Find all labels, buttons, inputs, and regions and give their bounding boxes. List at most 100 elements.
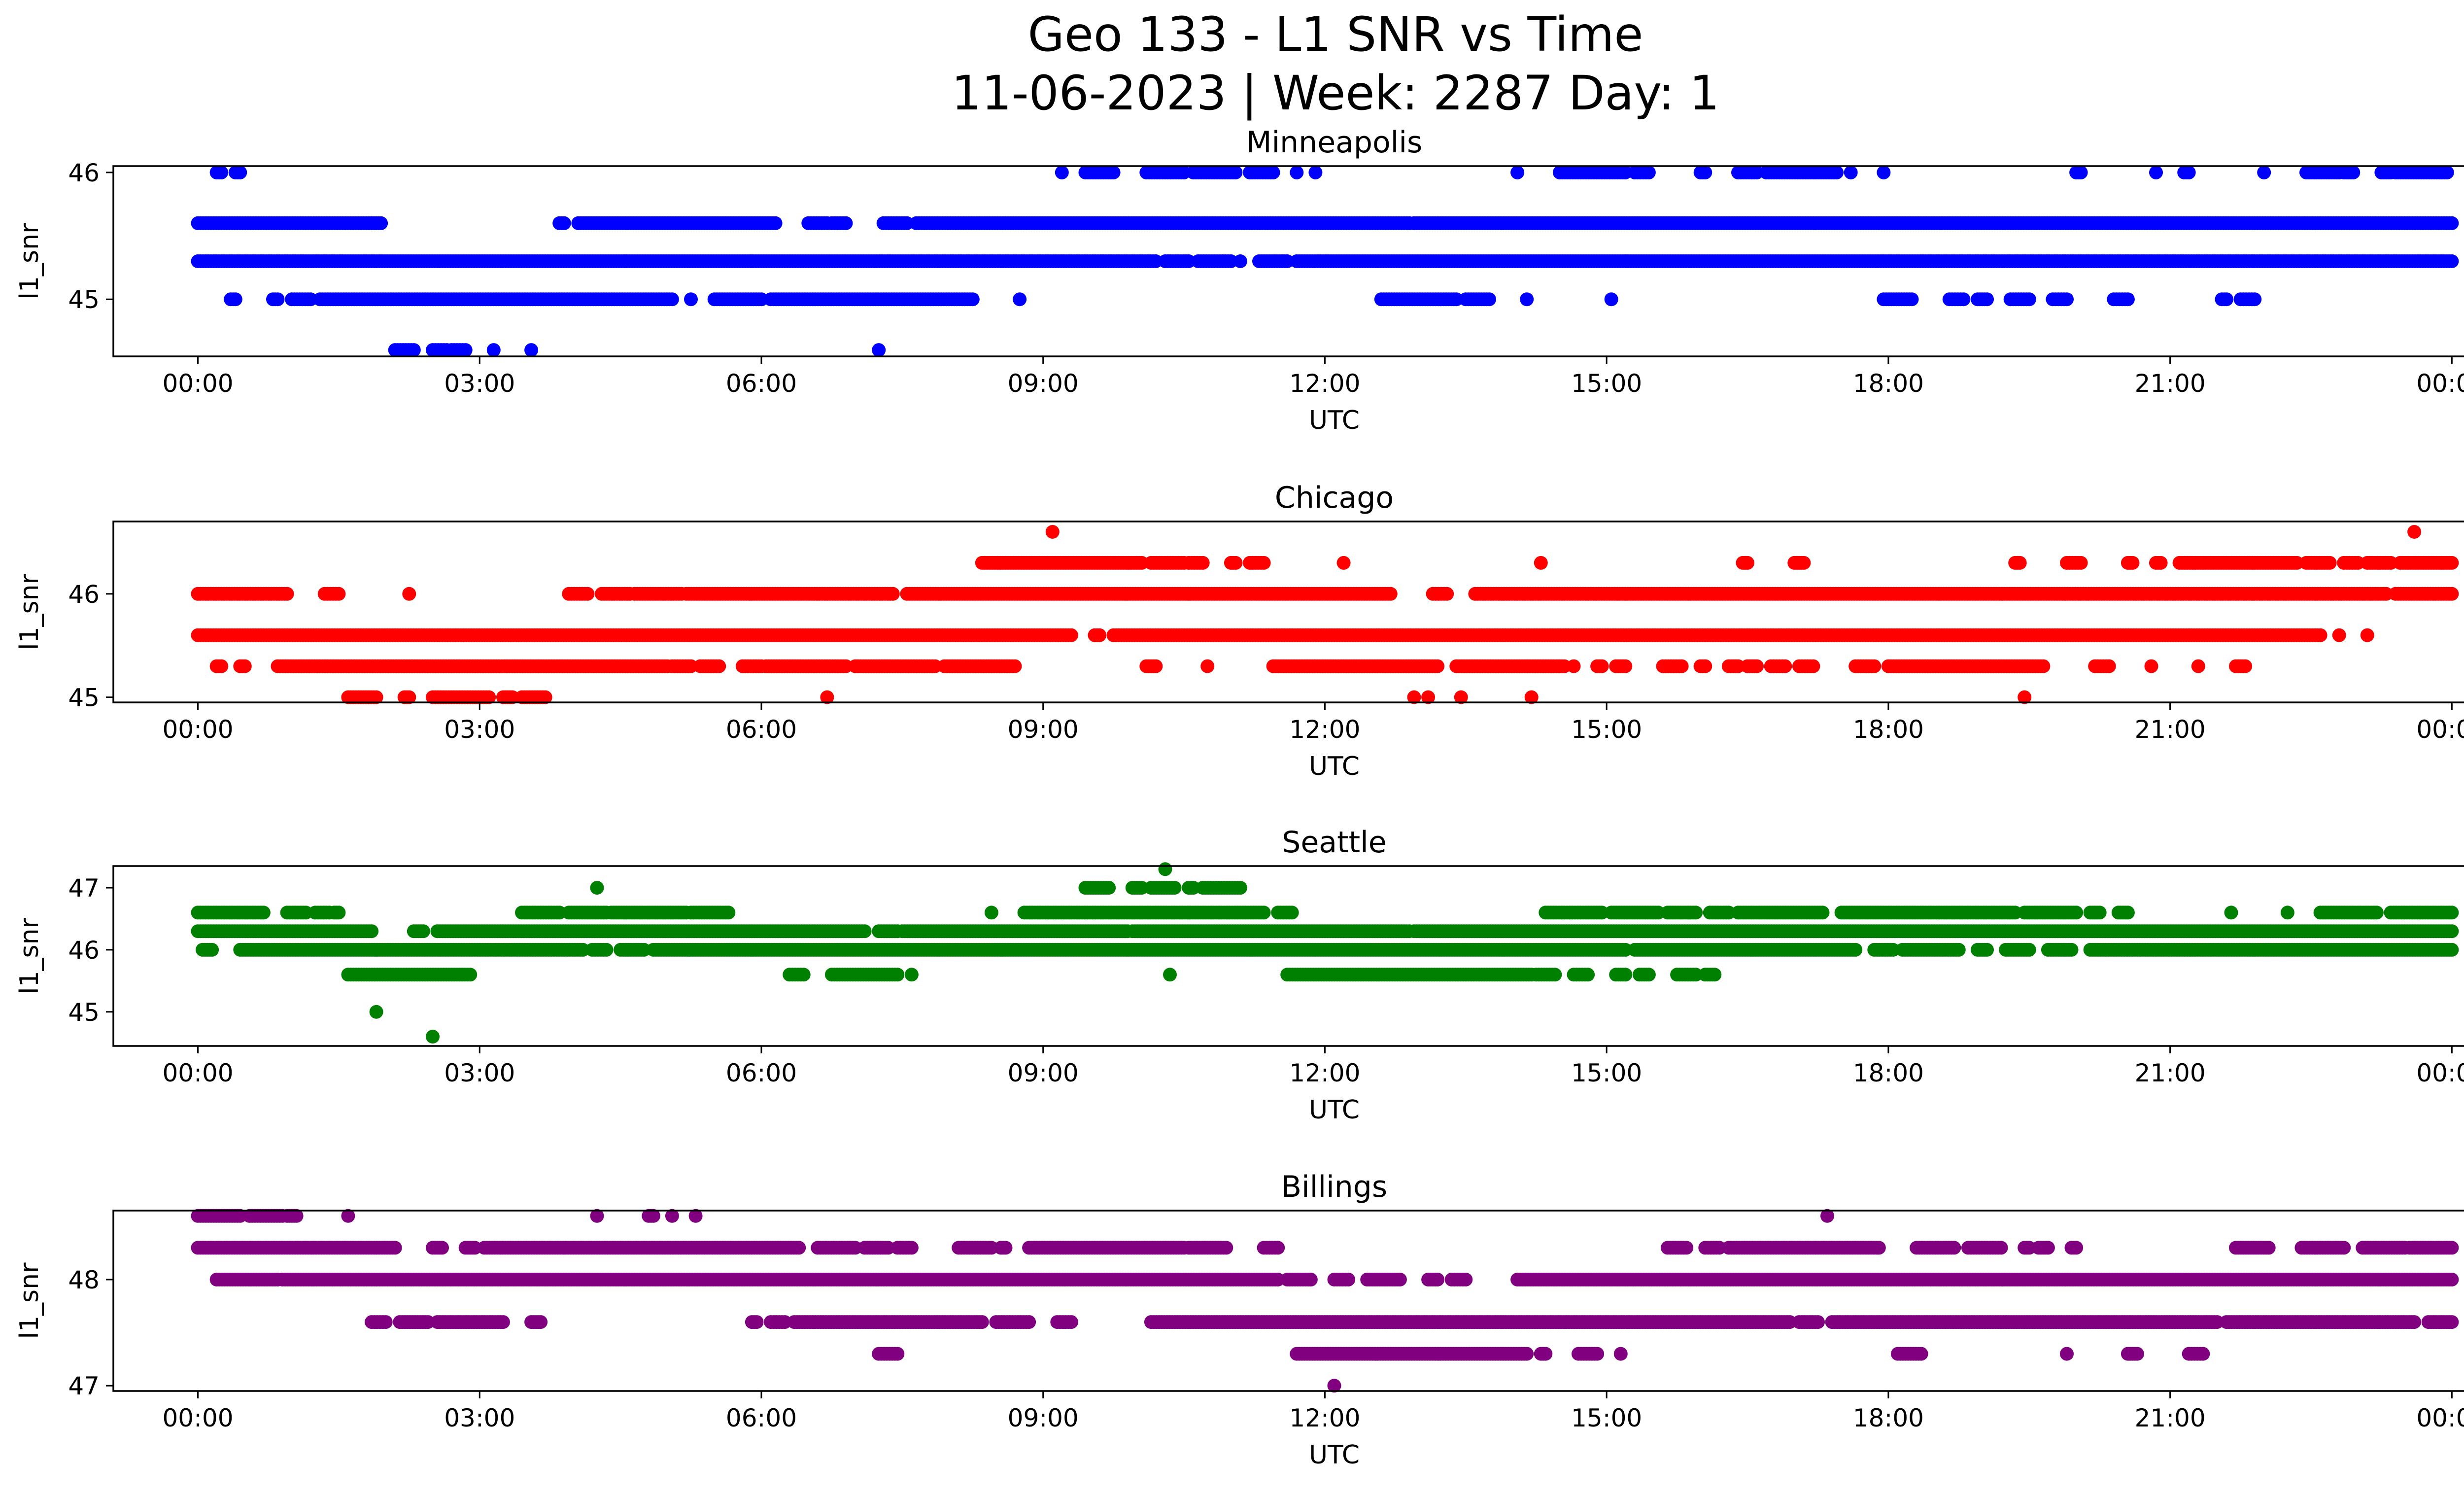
x-tick-label: 06:00 — [726, 369, 797, 398]
data-point — [402, 587, 416, 601]
data-point — [2360, 628, 2374, 642]
data-points — [191, 525, 2459, 704]
x-axis-label: UTC — [1309, 406, 1360, 435]
data-point — [1431, 659, 1445, 673]
data-point — [1149, 659, 1163, 673]
data-point — [1797, 556, 1811, 570]
data-point — [581, 587, 595, 601]
data-point — [768, 216, 783, 230]
data-point — [2332, 628, 2346, 642]
y-tick-label: 45 — [68, 684, 100, 712]
data-point — [684, 292, 698, 307]
x-tick-label: 21:00 — [2135, 369, 2206, 398]
data-point — [1844, 165, 1858, 179]
data-point — [1229, 556, 1243, 570]
data-point — [1877, 165, 1891, 179]
data-point — [1440, 587, 1454, 601]
data-point — [280, 587, 294, 601]
figure-title-line2: 11-06-2023 | Week: 2287 Day: 1 — [952, 66, 1720, 121]
data-point — [1383, 587, 1398, 601]
data-point — [1698, 659, 1712, 673]
data-point — [2060, 292, 2074, 307]
x-tick-label: 21:00 — [2135, 715, 2206, 744]
x-tick-label: 12:00 — [1289, 369, 1360, 398]
data-point — [857, 924, 872, 939]
data-point — [1956, 292, 1971, 307]
data-point — [1045, 525, 1060, 539]
data-point — [2036, 659, 2051, 673]
data-point — [1567, 659, 1581, 673]
x-tick-label: 03:00 — [444, 369, 515, 398]
data-point — [1750, 659, 1764, 673]
data-point — [1675, 659, 1689, 673]
data-point — [2323, 556, 2337, 570]
data-point — [2022, 292, 2036, 307]
data-point — [2191, 659, 2205, 673]
data-point — [2248, 292, 2262, 307]
data-point — [2125, 556, 2140, 570]
data-point — [1196, 556, 1210, 570]
x-tick-label: 00:00 — [2416, 715, 2464, 744]
data-point — [1064, 628, 1078, 642]
data-point — [233, 165, 247, 179]
data-point — [2074, 165, 2088, 179]
data-points — [191, 165, 2459, 357]
data-point — [1093, 628, 1107, 642]
data-point — [1905, 292, 1919, 307]
data-point — [228, 292, 242, 307]
data-point — [1229, 165, 1243, 179]
data-point — [1336, 556, 1351, 570]
data-point — [2013, 556, 2027, 570]
data-point — [2220, 292, 2233, 307]
data-point — [1595, 659, 1609, 673]
data-point — [271, 292, 285, 307]
data-point — [374, 216, 388, 230]
data-point — [2257, 165, 2271, 179]
x-axis-label: UTC — [1309, 752, 1360, 781]
data-point — [2238, 659, 2253, 673]
data-point — [2313, 628, 2327, 642]
data-point — [486, 343, 501, 357]
data-point — [1510, 165, 1525, 179]
x-tick-label: 18:00 — [1853, 369, 1924, 398]
y-axis-label: l1_snr — [15, 223, 44, 300]
data-point — [2346, 165, 2361, 179]
data-point — [965, 292, 980, 307]
data-point — [2102, 659, 2116, 673]
data-point — [2144, 659, 2158, 673]
data-point — [1308, 165, 1323, 179]
data-point — [1980, 292, 1994, 307]
data-point — [557, 216, 571, 230]
data-point — [332, 587, 346, 601]
x-tick-label: 06:00 — [726, 715, 797, 744]
x-tick-label: 12:00 — [1289, 715, 1360, 744]
y-tick-label: 46 — [68, 159, 100, 187]
data-point — [1266, 165, 1280, 179]
y-tick-label: 46 — [68, 580, 100, 609]
data-point — [2445, 587, 2459, 601]
data-point — [238, 659, 252, 673]
data-point — [1233, 254, 1247, 268]
x-tick-label: 00:00 — [162, 715, 233, 744]
data-point — [2445, 254, 2459, 268]
data-point — [2445, 216, 2459, 230]
data-point — [407, 343, 421, 357]
data-point — [1482, 292, 1496, 307]
data-point — [1830, 165, 1844, 179]
data-point — [1642, 165, 1656, 179]
data-point — [524, 343, 539, 357]
x-tick-label: 00:00 — [2416, 369, 2464, 398]
data-point — [1741, 556, 1754, 570]
data-point — [416, 924, 430, 939]
data-point — [1520, 292, 1534, 307]
data-point — [1290, 165, 1304, 179]
x-tick-label: 18:00 — [1853, 715, 1924, 744]
y-tick-label: 45 — [68, 285, 100, 314]
x-tick-label: 09:00 — [1008, 369, 1079, 398]
x-tick-label: 03:00 — [444, 715, 515, 744]
